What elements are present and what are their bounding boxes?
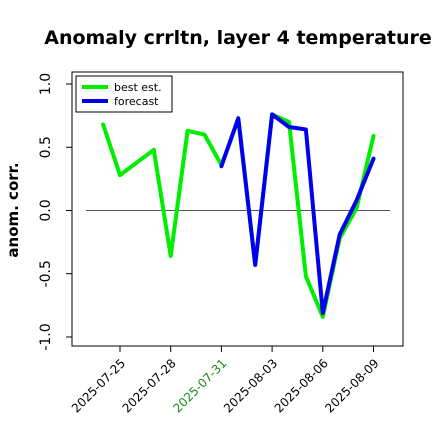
x-axis: 2025-07-252025-07-282025-07-312025-08-03… (69, 346, 382, 415)
series-line-best-est (101, 112, 376, 319)
y-tick-label: 1.0 (38, 73, 54, 95)
legend-box (75, 75, 173, 113)
y-axis: -1.0 -0.5 0.0 0.5 1.0 (38, 73, 72, 351)
x-tick-label: 2025-08-09 (322, 356, 381, 415)
series-line-forecast (219, 112, 376, 315)
y-tick-label: 0.0 (38, 199, 54, 221)
series-layer (101, 112, 376, 319)
y-tick-label: -1.0 (38, 323, 54, 350)
legend-label: forecast (114, 95, 159, 108)
y-tick-label: 0.5 (38, 136, 54, 158)
legend: best est.forecast (75, 75, 173, 113)
plot-frame (71, 71, 404, 347)
y-tick-label: -0.5 (38, 260, 54, 287)
y-axis-label: anom. corr. (4, 162, 22, 257)
chart-title: Anomaly crrltn, layer 4 temperature (44, 27, 432, 49)
legend-label: best est. (114, 81, 162, 94)
